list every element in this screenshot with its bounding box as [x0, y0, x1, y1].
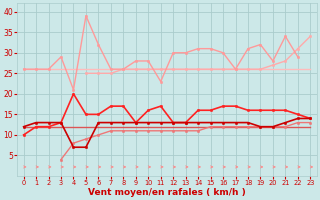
X-axis label: Vent moyen/en rafales ( km/h ): Vent moyen/en rafales ( km/h ): [88, 188, 246, 197]
